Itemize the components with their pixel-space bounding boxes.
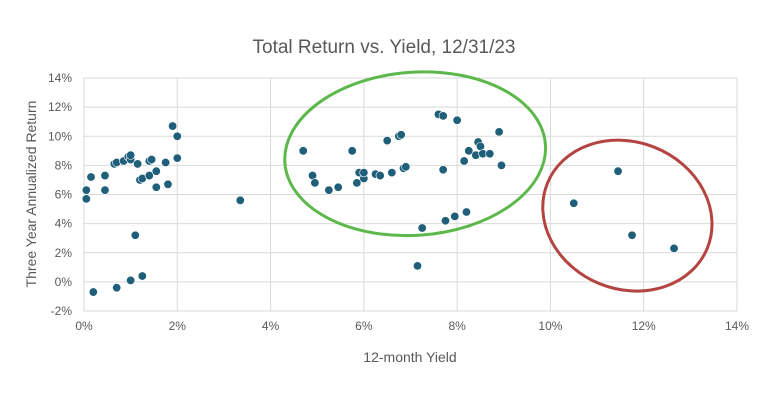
x-tick-label: 6%	[355, 319, 373, 333]
data-point	[440, 216, 450, 226]
data-point	[452, 115, 462, 125]
data-point	[100, 185, 110, 195]
data-point	[396, 130, 406, 140]
y-tick-label: 8%	[55, 158, 73, 172]
y-tick-label: 0%	[55, 275, 73, 289]
data-point	[450, 211, 460, 221]
data-point	[359, 168, 369, 178]
data-point	[412, 261, 422, 271]
gridlines	[83, 77, 738, 312]
data-point	[375, 171, 385, 181]
data-point	[172, 153, 182, 163]
y-tick-label: 4%	[55, 217, 73, 231]
data-point	[438, 165, 448, 175]
data-point	[168, 121, 178, 131]
data-point	[669, 243, 679, 253]
data-point	[387, 168, 397, 178]
data-point	[613, 166, 623, 176]
data-point	[137, 271, 147, 281]
y-tick-label: 6%	[55, 188, 73, 202]
data-point	[147, 155, 157, 165]
data-point	[347, 146, 357, 156]
x-tick-label: 8%	[448, 319, 466, 333]
data-point	[133, 159, 143, 169]
y-tick-label: 14%	[48, 71, 72, 85]
data-point	[81, 185, 91, 195]
x-tick-label: 14%	[725, 319, 749, 333]
y-axis-title: Three Year Annualized Return	[23, 101, 39, 288]
y-tick-label: 12%	[48, 100, 72, 114]
data-point	[86, 172, 96, 182]
x-tick-label: 4%	[262, 319, 280, 333]
data-point	[112, 283, 122, 293]
data-point	[494, 127, 504, 137]
green-ellipse-annotation	[283, 70, 548, 238]
data-point	[417, 223, 427, 233]
chart-title: Total Return vs. Yield, 12/31/23	[253, 37, 516, 58]
data-point	[161, 157, 171, 167]
data-point	[151, 182, 161, 192]
data-point	[81, 194, 91, 204]
data-point	[401, 162, 411, 172]
data-point	[569, 198, 579, 208]
data-point	[298, 146, 308, 156]
data-point	[126, 275, 136, 285]
data-point	[485, 149, 495, 159]
data-point	[464, 146, 474, 156]
red-ellipse-annotation	[541, 138, 714, 293]
y-tick-label: 2%	[55, 246, 73, 260]
data-point	[438, 111, 448, 121]
data-point	[88, 287, 98, 297]
data-point	[459, 156, 469, 166]
data-points	[81, 109, 679, 297]
data-point	[130, 230, 140, 240]
data-point	[352, 178, 362, 188]
y-tick-label: -2%	[51, 304, 73, 318]
data-point	[461, 207, 471, 217]
x-tick-label: 2%	[169, 319, 187, 333]
x-tick-label: 10%	[538, 319, 562, 333]
data-point	[627, 230, 637, 240]
data-point	[496, 160, 506, 170]
y-tick-label: 10%	[48, 129, 72, 143]
data-point	[100, 171, 110, 181]
data-point	[310, 178, 320, 188]
x-tick-label: 0%	[75, 319, 93, 333]
data-point	[151, 166, 161, 176]
x-axis-ticks: 0% 2% 4% 6% 8% 10% 12% 14%	[75, 319, 749, 333]
annotation-layer	[283, 70, 714, 293]
x-axis-title: 12-month Yield	[363, 349, 456, 365]
x-tick-label: 12%	[632, 319, 656, 333]
data-point	[172, 131, 182, 141]
data-point	[126, 150, 136, 160]
data-point	[382, 136, 392, 146]
y-axis-ticks: -2% 0% 2% 4% 6% 8% 10% 12% 14%	[48, 71, 72, 318]
data-point	[324, 185, 334, 195]
data-point	[163, 179, 173, 189]
data-point	[333, 182, 343, 192]
data-point	[235, 195, 245, 205]
data-point	[144, 171, 154, 181]
